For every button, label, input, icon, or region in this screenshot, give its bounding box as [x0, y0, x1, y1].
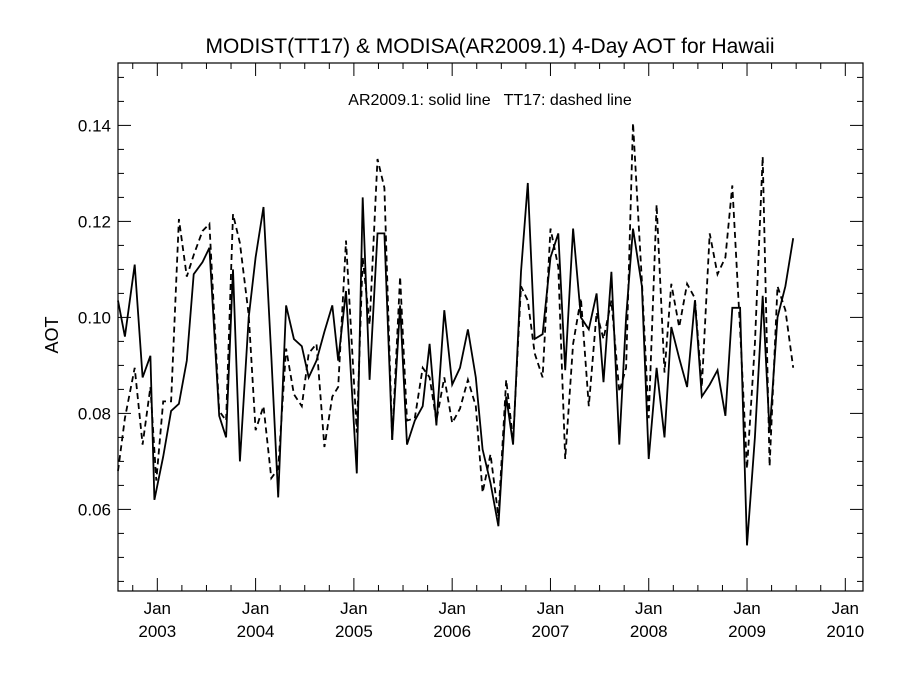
- y-tick-label: 0.12: [78, 212, 111, 231]
- x-tick-month-label: Jan: [242, 599, 269, 618]
- y-tick-label: 0.08: [78, 404, 111, 423]
- x-tick-year-label: 2009: [728, 622, 766, 641]
- plot-frame: [117, 62, 864, 592]
- x-tick-month-label: Jan: [438, 599, 465, 618]
- x-tick-year-label: 2005: [335, 622, 373, 641]
- y-tick-label: 0.10: [78, 308, 111, 327]
- y-tick-label: 0.06: [78, 500, 111, 519]
- y-tick-label: 0.14: [78, 116, 111, 135]
- x-tick-year-label: 2010: [826, 622, 864, 641]
- x-tick-month-label: Jan: [635, 599, 662, 618]
- x-tick-year-label: 2007: [532, 622, 570, 641]
- ar2009-1-series-line: [117, 182, 795, 546]
- y-axis-label: AOT: [42, 316, 62, 353]
- x-tick-month-label: Jan: [832, 599, 859, 618]
- series-lines: [117, 122, 795, 546]
- x-tick-month-label: Jan: [733, 599, 760, 618]
- axis-ticks: 0.06 0.08 0.10 0.12 0.14 Jan 2003 Jan 2004 Jan 200…: [78, 63, 864, 641]
- x-tick-year-label: 2004: [237, 622, 275, 641]
- chart-title: MODIST(TT17) & MODISA(AR2009.1) 4-Day AO…: [205, 35, 774, 58]
- tt17-series-line: [117, 122, 795, 517]
- legend-annotation: AR2009.1: solid line TT17: dashed line: [348, 92, 632, 109]
- x-tick-month-label: Jan: [340, 599, 367, 618]
- x-tick-year-label: 2003: [138, 622, 176, 641]
- x-tick-month-label: Jan: [537, 599, 564, 618]
- x-tick-month-label: Jan: [144, 599, 171, 618]
- x-tick-year-label: 2006: [433, 622, 471, 641]
- x-tick-year-label: 2008: [630, 622, 668, 641]
